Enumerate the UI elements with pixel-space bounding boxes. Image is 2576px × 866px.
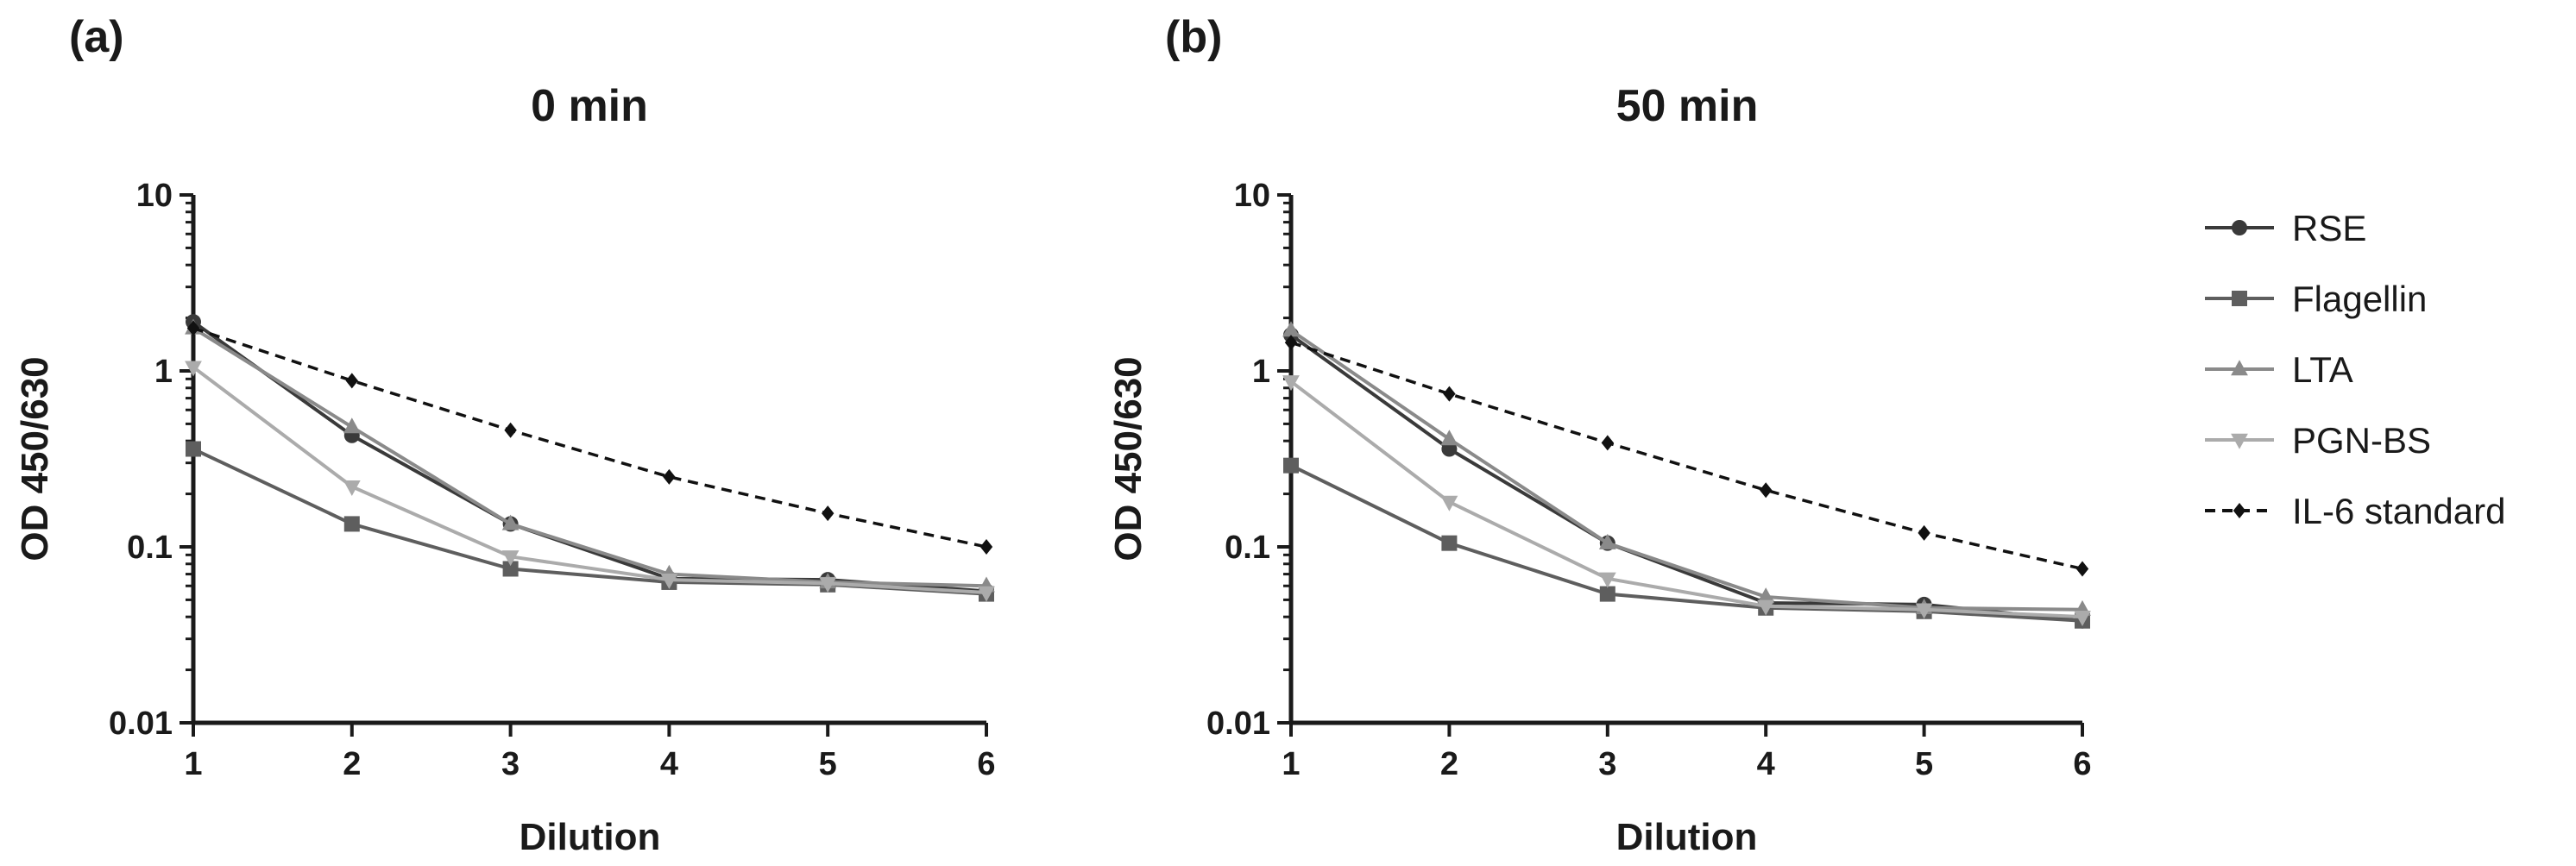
data-point: [185, 361, 202, 377]
data-point: [2075, 561, 2089, 577]
y-tick-label: 1: [154, 354, 173, 390]
legend-marker: [2231, 360, 2248, 376]
x-tick-label: 1: [1282, 746, 1300, 782]
x-tick-label: 4: [1757, 746, 1775, 782]
legend-label: PGN-BS: [2292, 420, 2431, 461]
data-point: [1441, 535, 1458, 551]
legend-label: LTA: [2292, 349, 2353, 390]
data-point: [1443, 386, 1456, 402]
x-tick-label: 2: [343, 746, 361, 782]
y-tick-label: 10: [1234, 178, 1270, 214]
data-point: [1440, 495, 1458, 511]
y-tick-label: 0.1: [1225, 530, 1270, 566]
panel-label: (b): [1165, 12, 1222, 62]
legend-label: IL-6 standard: [2292, 491, 2506, 531]
y-tick-label: 10: [136, 178, 173, 214]
legend-marker: [2232, 220, 2247, 235]
series-line: [192, 326, 987, 588]
data-point: [1440, 430, 1458, 446]
series-line: [1289, 329, 2083, 612]
data-point: [1282, 375, 1300, 392]
data-point: [343, 516, 360, 532]
series-line: [1289, 380, 2083, 619]
data-point: [186, 320, 200, 336]
x-tick-label: 5: [819, 746, 837, 782]
data-point: [1915, 603, 1933, 619]
legend-marker: [2232, 291, 2247, 306]
data-point: [504, 422, 517, 438]
data-point: [186, 441, 201, 457]
series-line: [1290, 463, 2083, 623]
data-point: [822, 505, 835, 522]
legend: RSE Flagellin LTA PGN-BS IL-6 standard: [2205, 208, 2506, 531]
data-point: [1918, 524, 1930, 541]
y-tick-label: 0.1: [127, 530, 173, 566]
x-tick-label: 4: [660, 746, 678, 782]
data-point: [1284, 335, 1298, 351]
legend-marker: [2231, 433, 2248, 449]
data-point: [345, 373, 358, 389]
data-point: [1601, 435, 1614, 451]
panel-b: (b) 50 min 10 1 0.1 0.01 1 2 3 4 5 6 Dilution OD 450/…: [1107, 12, 2092, 858]
series-line: [192, 326, 987, 549]
data-point: [501, 550, 520, 567]
panel-a: (a) 0 min 10 1 0.1 0.01 1 2 3 4 5 6 Dilution OD 450/6…: [14, 12, 996, 858]
data-point: [343, 417, 361, 434]
data-point: [1283, 457, 1299, 474]
x-tick-label: 5: [1915, 746, 1933, 782]
chart-title: 50 min: [1616, 81, 1759, 131]
data-point: [979, 539, 993, 555]
data-point: [501, 514, 520, 530]
x-axis-label: Dilution: [1616, 816, 1758, 858]
x-tick-label: 1: [184, 746, 202, 782]
y-axis-label: OD 450/630: [1107, 356, 1149, 561]
y-tick-label: 1: [1252, 354, 1270, 390]
data-point: [502, 561, 519, 577]
data-point: [819, 577, 837, 593]
data-point: [2074, 610, 2091, 626]
series-line: [1289, 333, 2083, 623]
chart-title: 0 min: [531, 81, 648, 131]
x-tick-label: 3: [1598, 746, 1616, 782]
data-point: [1760, 482, 1773, 499]
data-point: [660, 573, 678, 589]
data-point: [1598, 533, 1616, 549]
data-point: [1757, 587, 1775, 604]
panel-label: (a): [69, 12, 124, 62]
data-point: [1757, 599, 1775, 616]
legend-marker: [2233, 503, 2246, 518]
series-line: [192, 447, 987, 596]
data-point: [978, 586, 995, 602]
legend-label: RSE: [2292, 208, 2366, 248]
y-tick-label: 0.01: [1206, 706, 1270, 742]
y-axis-label: OD 450/630: [14, 356, 56, 561]
data-point: [663, 468, 676, 485]
data-point: [1599, 586, 1616, 602]
data-point: [1282, 321, 1300, 337]
x-tick-label: 6: [977, 746, 995, 782]
x-axis-label: Dilution: [520, 816, 661, 858]
data-point: [1598, 572, 1616, 588]
x-tick-label: 2: [1440, 746, 1458, 782]
legend-label: Flagellin: [2292, 279, 2427, 319]
data-point: [343, 480, 361, 496]
series-line: [1290, 341, 2083, 571]
x-tick-label: 6: [2073, 746, 2091, 782]
x-tick-label: 3: [501, 746, 520, 782]
series-line: [192, 366, 987, 594]
y-tick-label: 0.01: [109, 706, 173, 742]
